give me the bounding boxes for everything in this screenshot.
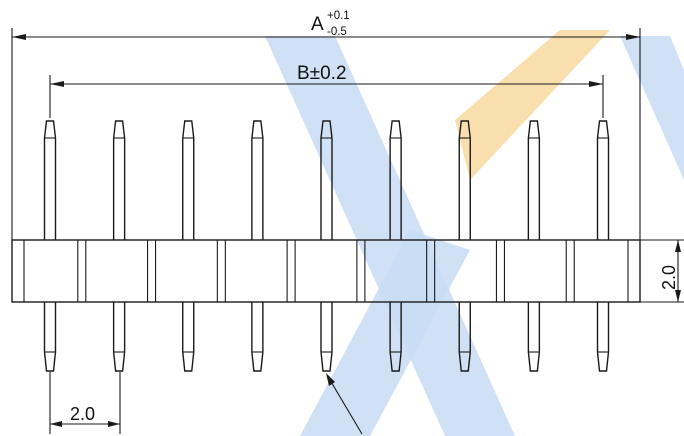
dim-a-label: A [311,14,324,35]
dimension-b: B±0.2 [49,63,604,118]
watermark-blue-stroke-right [300,230,470,436]
dim-a-arrow-left [12,34,26,40]
dim-a-tolerance-lower: -0.5 [327,26,347,38]
segment-divider-lines [23,240,629,302]
dimension-pitch: 2.0 [49,372,121,434]
pin-5 [320,120,333,372]
pin-2 [112,120,126,372]
pin-upper [458,120,471,240]
dim-b-label: B±0.2 [297,63,347,84]
pin-upper [527,120,541,240]
header-body [11,239,641,303]
dimension-a: A +0.1 -0.5 [11,10,641,240]
pitch-label: 2.0 [70,404,95,424]
leader [326,373,363,435]
dim-b-arrow-left [50,81,64,87]
height-arrow-bottom [675,290,681,302]
pin-lower [251,302,264,372]
pin-4 [251,120,264,372]
pin-upper [389,120,402,240]
pin-7 [458,120,471,372]
pitch-arrow-left [50,421,62,427]
pin-upper [320,120,333,240]
height-label: 2.0 [659,265,679,290]
watermark-blue-right-wedge [620,36,684,180]
pitch-arrow-right [108,421,120,427]
dim-a-tolerance-upper: +0.1 [327,10,350,22]
dim-a-arrow-right [626,34,640,40]
pin-8 [527,120,541,372]
pin-upper [596,120,610,240]
pin-upper [251,120,264,240]
pin-upper [182,120,195,240]
dim-b-arrow-right [589,81,603,87]
pins [43,120,610,372]
body-outline [11,239,641,303]
pin-upper [43,120,57,240]
pin-lower [182,302,195,372]
leader-line [329,379,363,435]
pin-lower [112,302,126,372]
pin-lower [527,302,541,372]
pin-1 [43,120,57,372]
dimension-body-height: 2.0 [640,239,684,303]
pin-9 [596,120,610,372]
pin-upper [112,120,126,240]
pin-6 [389,120,402,372]
pin-lower [458,302,471,372]
pin-lower [320,302,333,372]
watermark-orange-stroke [455,30,610,180]
height-arrow-top [675,240,681,252]
pin-lower [389,302,402,372]
pin-lower [596,302,610,372]
leader-arrow [326,373,335,386]
pin-3 [182,120,195,372]
pin-lower [43,302,57,372]
